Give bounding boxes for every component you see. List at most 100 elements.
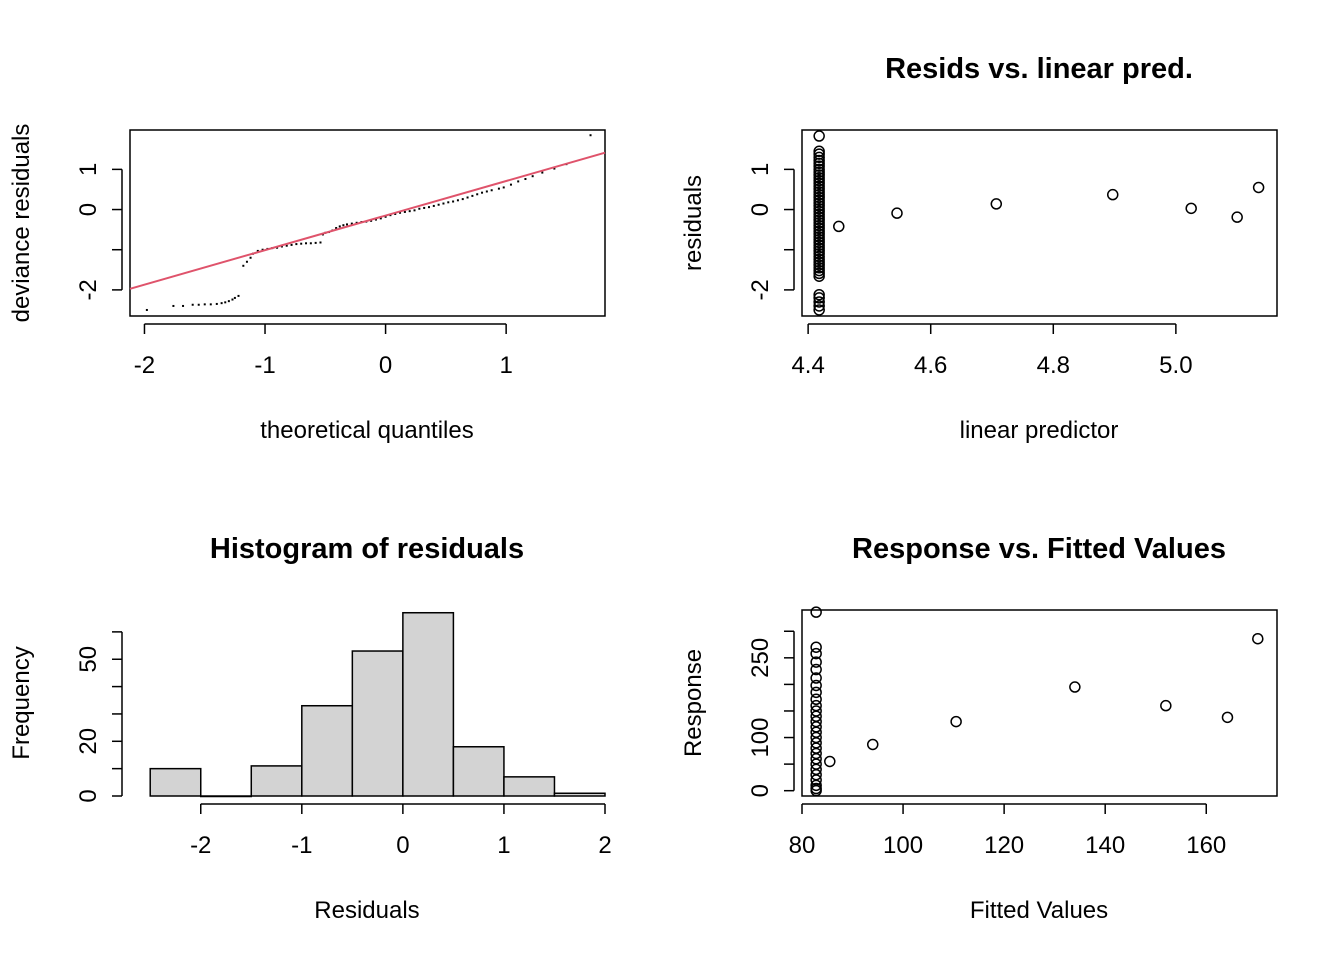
qq-point [285, 244, 288, 247]
hist-y-axis: 0 20 50 [75, 631, 123, 803]
qq-point [242, 264, 245, 267]
resid-point [891, 207, 903, 219]
resid-title: Resids vs. linear pred. [885, 53, 1193, 85]
qq-point [350, 222, 353, 225]
resp-point [810, 679, 822, 692]
resid-point [813, 296, 825, 308]
resid-point [1185, 202, 1197, 215]
hist-x-tick-label: -1 [291, 832, 312, 859]
qq-x-tick-label: 1 [499, 352, 512, 379]
resid-plot-box [801, 129, 1278, 317]
resp-plot-area [801, 606, 1278, 797]
qq-point [485, 190, 488, 193]
qq-point [461, 198, 464, 201]
qq-point [305, 242, 308, 245]
qq-point [490, 189, 493, 192]
qq-y-axis: -2 0 1 [75, 163, 123, 301]
resp-plot-box [801, 609, 1278, 797]
hist-bar [452, 746, 505, 797]
resp-x-tick-label: 160 [1186, 832, 1226, 859]
resp-point [810, 663, 822, 676]
resp-point [950, 715, 962, 728]
hist-y-label: Frequency [8, 646, 35, 759]
qq-point [338, 225, 341, 228]
qq-point [509, 183, 512, 186]
qq-point [197, 303, 200, 306]
resid-y-tick-label: 0 [747, 203, 774, 216]
qq-point [502, 186, 505, 189]
resid-x-tick-label: 4.4 [791, 352, 824, 379]
resid-y-label: residuals [680, 175, 707, 271]
qq-point [191, 303, 194, 306]
resp-y-ticks: 0 100 250 [747, 630, 794, 797]
resid-y-tick-label: 1 [747, 163, 774, 176]
resid-x-label: linear predictor [960, 417, 1119, 444]
hist-y-tick-label: 0 [75, 789, 102, 802]
qq-point [249, 256, 252, 259]
resid-point [813, 130, 825, 142]
qq-point [355, 221, 358, 224]
qq-point [309, 242, 312, 245]
qq-point [256, 249, 259, 252]
qq-point [280, 245, 283, 248]
resp-x-tick-label: 100 [883, 832, 923, 859]
qq-point [237, 294, 240, 297]
resp-point [1221, 711, 1234, 724]
resid-point [813, 148, 825, 160]
hist-bars [149, 611, 606, 798]
qq-x-tick-label: 0 [379, 352, 392, 379]
resid-x-axis: 4.4 4.6 4.8 5.0 [791, 323, 1193, 379]
resp-point [810, 656, 822, 668]
resp-point [810, 606, 822, 618]
hist-y-ticks: 0 20 50 [75, 631, 122, 803]
qq-point [203, 303, 206, 306]
qq-point [261, 248, 264, 251]
qq-point [471, 194, 474, 197]
qq-point [276, 246, 279, 249]
qq-point [245, 260, 248, 263]
qq-point [524, 178, 527, 181]
resp-title: Response vs. Fitted Values [852, 533, 1226, 565]
qq-point [215, 302, 218, 305]
hist-title: Histogram of residuals [210, 533, 524, 565]
qq-x-tick-label: -1 [254, 352, 275, 379]
qq-point [531, 175, 534, 178]
qq-plot-area [129, 129, 606, 317]
qq-point [481, 191, 484, 194]
resid-point [833, 220, 845, 233]
resid-point [1106, 188, 1119, 201]
resp-x-tick-label: 140 [1085, 832, 1125, 859]
qq-point [408, 210, 411, 213]
hist-bar [199, 795, 253, 798]
hist-x-tick-label: 1 [497, 832, 510, 859]
qq-point [466, 196, 469, 199]
qq-point [427, 206, 430, 209]
resp-point [810, 686, 822, 699]
resid-x-tick-label: 5.0 [1159, 352, 1192, 379]
qq-point [437, 203, 440, 206]
qq-point [233, 296, 236, 299]
resid-x-tick-label: 4.8 [1037, 352, 1070, 379]
resp-point [1252, 632, 1264, 645]
qq-point [209, 303, 212, 306]
resp-x-axis: 80 100 120 140 160 [789, 803, 1226, 859]
qq-y-tick-label: 1 [75, 163, 102, 176]
qq-point [413, 209, 416, 212]
resp-point [1160, 699, 1172, 712]
resid-point [813, 160, 825, 172]
hist-x-ticks: -2 -1 0 1 2 [190, 804, 612, 859]
hist-panel: Histogram of residuals -2 -1 0 1 2 0 20 50 Res… [8, 533, 612, 924]
qq-point [145, 308, 148, 311]
hist-bar [301, 704, 354, 797]
hist-x-tick-label: -2 [190, 832, 211, 859]
resp-point [866, 738, 879, 751]
resp-x-tick-label: 120 [984, 832, 1024, 859]
resp-point [810, 641, 822, 653]
resid-y-ticks: -2 0 1 [747, 163, 794, 301]
qq-point [456, 199, 459, 202]
qq-point [442, 202, 445, 205]
qq-point [553, 167, 556, 170]
qq-point [589, 134, 592, 137]
hist-y-tick-label: 20 [75, 728, 102, 755]
